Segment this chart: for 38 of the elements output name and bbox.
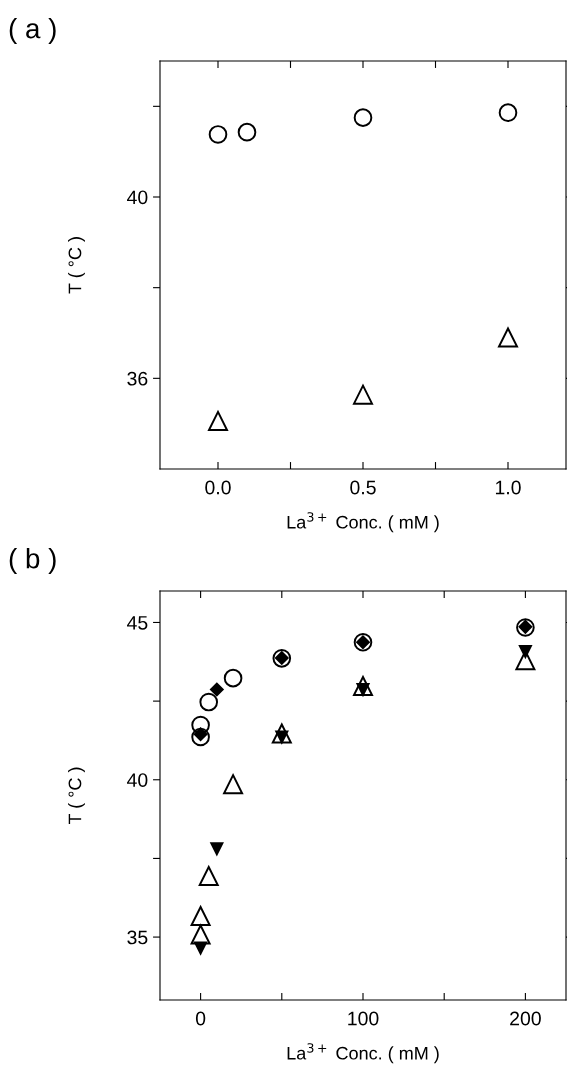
x-axis-title: La$^{3+}$ Conc. ( mM ): [287, 1043, 439, 1064]
point: [353, 108, 373, 127]
y-tick-label: 45: [127, 616, 148, 630]
point: [191, 715, 210, 735]
y-tick-label: 40: [127, 773, 148, 788]
point: [194, 941, 208, 955]
point: [209, 682, 224, 697]
x-tick-label: 0.0: [205, 480, 231, 495]
point: [190, 906, 211, 926]
y-tick-label: 36: [127, 371, 148, 386]
point: [208, 410, 228, 431]
point: [353, 384, 373, 405]
y-axis-title: T ( °C ): [68, 237, 85, 294]
point: [353, 676, 373, 697]
point: [208, 125, 228, 144]
point: [210, 842, 224, 856]
x-tick-label: 0: [195, 1011, 206, 1026]
y-tick-label: 40: [127, 190, 148, 205]
point: [223, 668, 243, 688]
point: [199, 692, 219, 712]
point: [518, 644, 532, 658]
point: [271, 723, 292, 744]
y-tick-label: 35: [127, 930, 148, 945]
point: [223, 774, 244, 795]
x-tick-label: 100: [348, 1011, 379, 1026]
point: [198, 866, 219, 887]
point: [498, 103, 518, 122]
chart-title: ( a ): [9, 18, 56, 44]
x-axis-title: La$^{3+}$ Conc. ( mM ): [287, 512, 439, 533]
x-tick-label: 0.5: [350, 480, 376, 495]
x-tick-label: 200: [510, 1011, 541, 1026]
y-axis-title: T ( °C ): [68, 767, 85, 825]
chart-title: ( b ): [9, 548, 56, 574]
point: [498, 327, 518, 348]
point: [190, 924, 211, 945]
point: [191, 727, 210, 747]
point: [237, 122, 257, 142]
x-tick-label: 1.0: [495, 480, 521, 495]
